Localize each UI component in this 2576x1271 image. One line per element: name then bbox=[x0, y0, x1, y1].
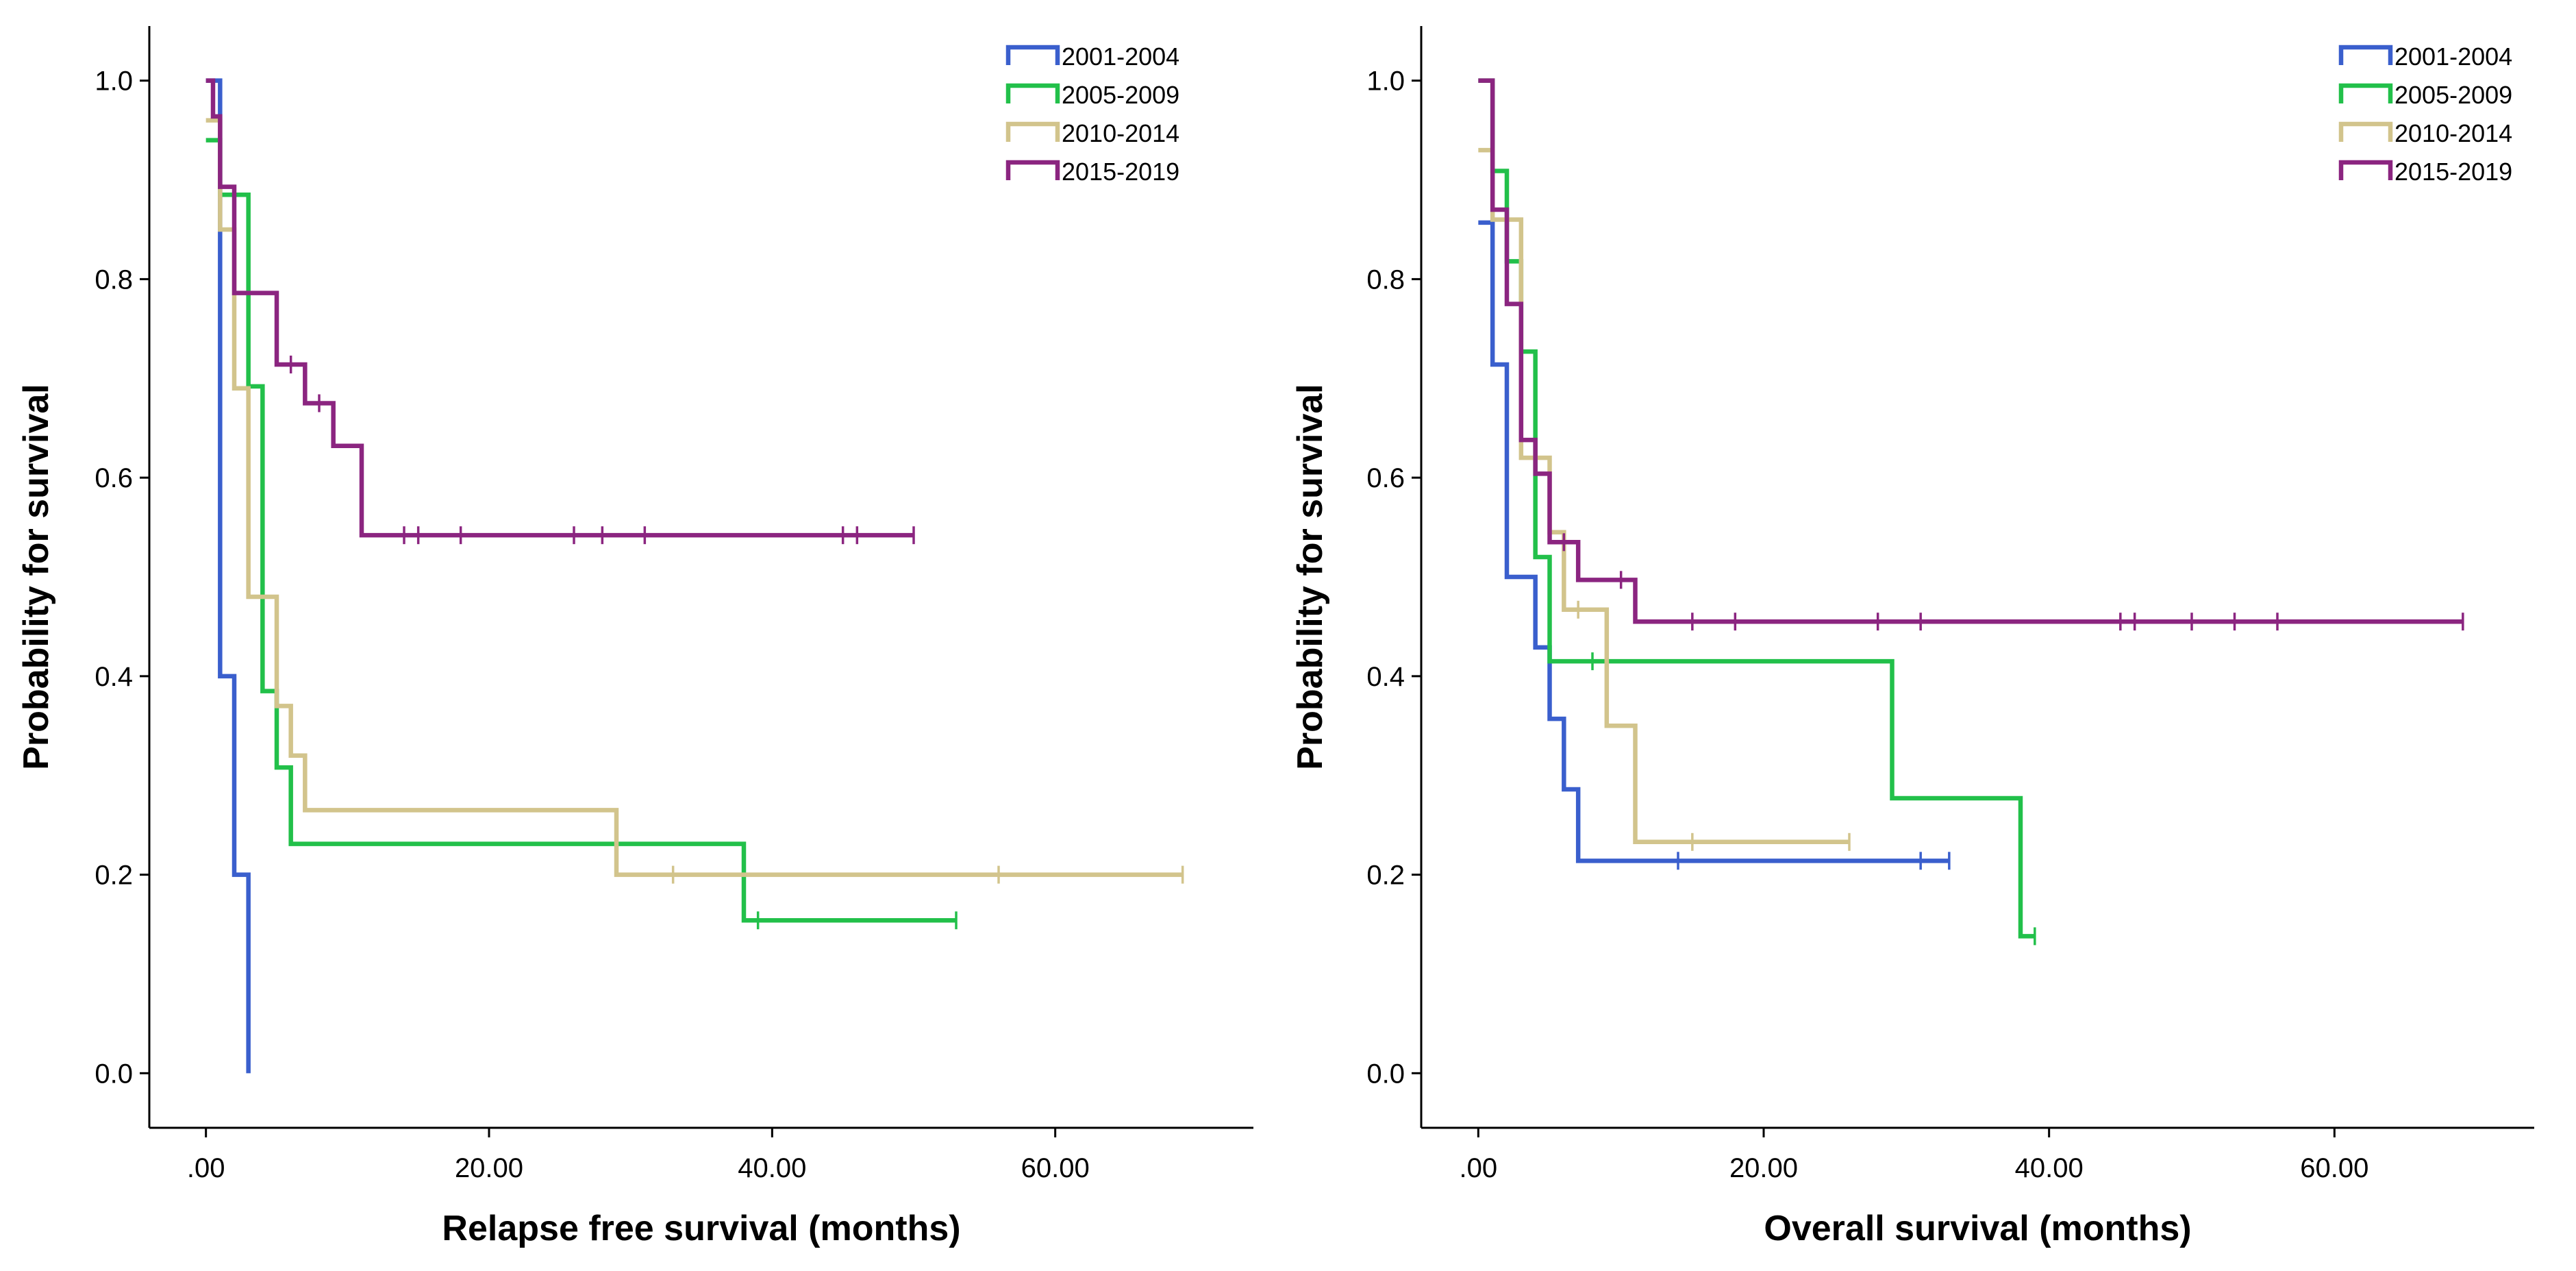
legend-label: 2001-2004 bbox=[1062, 42, 1179, 71]
legend-label: 2010-2014 bbox=[2394, 119, 2512, 147]
legend-swatch bbox=[2338, 160, 2393, 180]
chart-panel-1: 0.0 0.2 0.4 0.6 0.8 1.0 .00 20.00 40.00 60.00 Rela… bbox=[16, 26, 1253, 1248]
x-axis-title: Overall survival (months) bbox=[1764, 1209, 2191, 1248]
x-tick-label: 20.00 bbox=[1729, 1153, 1798, 1183]
legend-label: 2005-2009 bbox=[2394, 81, 2512, 109]
y-tick-label: 0.8 bbox=[95, 264, 133, 295]
legend: 2001-2004 2005-2009 2010-2014 2015-2019 bbox=[2338, 42, 2512, 186]
y-tick-label: 0.4 bbox=[1366, 662, 1405, 692]
y-tick-label: 0.0 bbox=[95, 1059, 133, 1089]
y-tick-label: 0.8 bbox=[1366, 264, 1405, 295]
legend-label: 2010-2014 bbox=[1062, 119, 1179, 147]
series-line-2001-2004 bbox=[1478, 220, 1949, 863]
y-tick-label: 1.0 bbox=[1366, 66, 1405, 97]
legend-label: 2015-2019 bbox=[1062, 158, 1179, 186]
y-tick-label: 1.0 bbox=[95, 66, 133, 97]
legend: 2001-2004 2005-2009 2010-2014 2015-2019 bbox=[1005, 42, 1179, 186]
y-axis-title: Probability for survival bbox=[16, 384, 56, 770]
legend-swatch bbox=[1005, 121, 1060, 142]
legend-label: 2001-2004 bbox=[2394, 42, 2512, 71]
chart-panel-2: 0.0 0.2 0.4 0.6 0.8 1.0 .00 20.00 40.00 60.00 Over… bbox=[1290, 26, 2534, 1248]
x-axis-title: Relapse free survival (months) bbox=[442, 1209, 960, 1248]
legend-swatch bbox=[1005, 83, 1060, 103]
y-tick-label: 0.4 bbox=[95, 662, 133, 692]
series-line-2015-2019 bbox=[205, 78, 914, 538]
x-tick-label: 40.00 bbox=[738, 1153, 806, 1183]
series-line-2010-2014 bbox=[1478, 147, 1849, 845]
series-line-2001-2004 bbox=[205, 78, 251, 1074]
legend-swatch bbox=[2338, 83, 2393, 103]
x-tick-label: 40.00 bbox=[2015, 1153, 2084, 1183]
x-tick-label: .00 bbox=[187, 1153, 225, 1183]
x-tick-label: .00 bbox=[1460, 1153, 1498, 1183]
series-line-2010-2014 bbox=[205, 118, 1183, 877]
y-tick-label: 0.2 bbox=[1366, 861, 1405, 891]
legend-swatch bbox=[1005, 45, 1060, 65]
legend-label: 2005-2009 bbox=[1062, 81, 1179, 109]
y-tick-label: 0.0 bbox=[1366, 1059, 1405, 1089]
legend-swatch bbox=[2338, 121, 2393, 142]
y-tick-label: 0.6 bbox=[95, 463, 133, 493]
x-tick-label: 60.00 bbox=[2300, 1153, 2368, 1183]
y-axis-title: Probability for survival bbox=[1290, 384, 1330, 770]
legend-swatch bbox=[1005, 160, 1060, 180]
series-line-2005-2009 bbox=[1478, 78, 2035, 939]
legend-label: 2015-2019 bbox=[2394, 158, 2512, 186]
series-line-2015-2019 bbox=[1478, 78, 2463, 624]
legend-swatch bbox=[2338, 45, 2393, 65]
series-line-2005-2009 bbox=[205, 138, 956, 923]
x-tick-label: 60.00 bbox=[1021, 1153, 1090, 1183]
y-tick-label: 0.6 bbox=[1366, 463, 1405, 493]
y-tick-label: 0.2 bbox=[95, 861, 133, 891]
x-tick-label: 20.00 bbox=[455, 1153, 523, 1183]
